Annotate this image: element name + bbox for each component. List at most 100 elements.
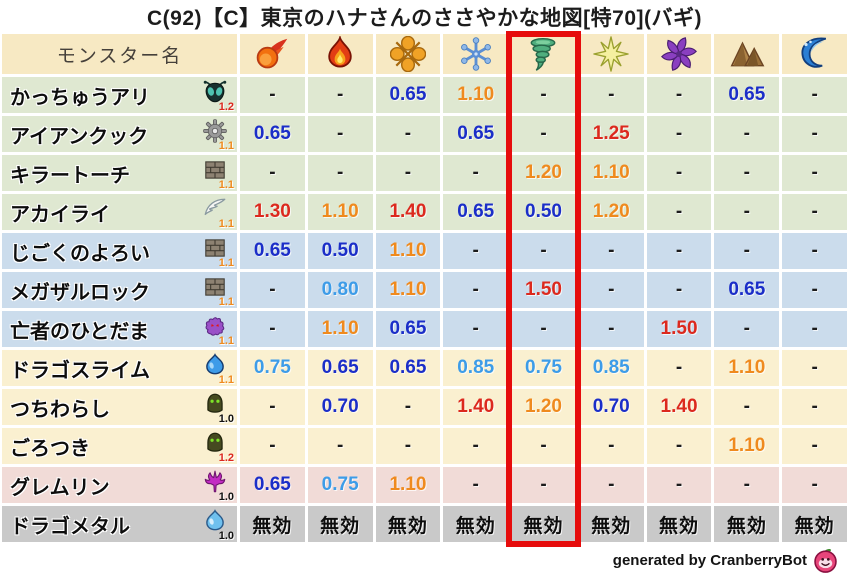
family-modifier: 1.1 xyxy=(218,374,234,386)
family-badge: 1.0 xyxy=(201,390,234,425)
resistance-cell: - xyxy=(646,233,712,269)
monster-row-name: ごろつき 1.2 xyxy=(2,428,237,464)
resistance-cell: 1.10 xyxy=(375,272,441,308)
resistance-cell: 0.50 xyxy=(511,194,576,230)
monster-row-name: アカイライ 1.1 xyxy=(2,194,237,230)
resistance-cell: 1.30 xyxy=(240,194,305,230)
monster-row-name: 亡者のひとだま 1.1 xyxy=(2,311,237,347)
monster-name: かっちゅうアリ xyxy=(10,86,150,109)
resistance-cell: 0.65 xyxy=(240,467,305,503)
resistance-cell: - xyxy=(511,311,576,347)
family-modifier: 1.0 xyxy=(218,530,234,542)
resistance-cell: - xyxy=(511,116,576,152)
element-header-light xyxy=(578,34,644,74)
resistance-cell: 0.65 xyxy=(714,77,780,113)
family-badge: 1.1 xyxy=(201,273,234,308)
monster-row-name: グレムリン 1.0 xyxy=(2,467,237,503)
resistance-cell: 無効 xyxy=(646,506,712,542)
page-title: C(92)【C】東京のハナさんのささやかな地図[特70](バギ) xyxy=(146,7,702,30)
monster-row-name: キラートーチ 1.1 xyxy=(2,155,237,191)
resistance-cell: - xyxy=(714,311,780,347)
family-modifier: 1.1 xyxy=(218,218,234,230)
resistance-cell: - xyxy=(782,428,847,464)
family-badge: 1.1 xyxy=(201,234,234,269)
family-modifier: 1.2 xyxy=(218,101,234,113)
earth-icon xyxy=(729,36,765,72)
family-modifier: 1.0 xyxy=(218,491,234,503)
monster-name: ドラゴスライム xyxy=(10,359,150,382)
family-badge: 1.0 xyxy=(201,468,234,503)
resistance-cell: - xyxy=(240,272,305,308)
ice-icon xyxy=(458,36,494,72)
resistance-cell: 0.85 xyxy=(443,350,509,386)
resistance-cell: 0.65 xyxy=(375,311,441,347)
monster-row-name: ドラゴメタル 1.0 xyxy=(2,506,237,542)
resistance-cell: - xyxy=(782,467,847,503)
resistance-cell: 0.70 xyxy=(307,389,373,425)
family-badge: 1.1 xyxy=(201,312,234,347)
resistance-cell: - xyxy=(782,116,847,152)
resistance-cell: - xyxy=(714,155,780,191)
resistance-cell: - xyxy=(375,389,441,425)
resistance-cell: 1.50 xyxy=(511,272,576,308)
resistance-cell: 無効 xyxy=(307,506,373,542)
element-header-explosion xyxy=(375,34,441,74)
resistance-cell: 0.65 xyxy=(443,116,509,152)
resistance-cell: 0.75 xyxy=(307,467,373,503)
resistance-table: モンスター名 かっちゅうアリ 1.2- -0.65 1.10- - -0.65- アイアンクッ… xyxy=(2,34,847,542)
family-modifier: 1.1 xyxy=(218,257,234,269)
resistance-cell: - xyxy=(646,116,712,152)
resistance-cell: - xyxy=(782,272,847,308)
element-header-ice xyxy=(443,34,509,74)
family-badge: 1.1 xyxy=(201,351,234,386)
element-header-water xyxy=(782,34,847,74)
family-modifier: 1.1 xyxy=(218,335,234,347)
resistance-cell: - xyxy=(511,77,576,113)
resistance-table-wrap: モンスター名 かっちゅうアリ 1.2- -0.65 1.10- - -0.65- アイアンクッ… xyxy=(2,31,847,547)
element-header-wind xyxy=(511,34,576,74)
resistance-cell: 1.10 xyxy=(714,428,780,464)
family-modifier: 1.1 xyxy=(218,179,234,191)
monster-row-name: つちわらし 1.0 xyxy=(2,389,237,425)
footer: generated by CranberryBot xyxy=(0,542,849,578)
wind-icon xyxy=(525,36,561,72)
element-header-dark xyxy=(646,34,712,74)
resistance-cell: - xyxy=(240,77,305,113)
resistance-cell: 0.65 xyxy=(443,194,509,230)
resistance-cell: - xyxy=(714,116,780,152)
resistance-cell: 1.40 xyxy=(646,389,712,425)
resistance-cell: - xyxy=(578,233,644,269)
monster-row-name: アイアンクック 1.1 xyxy=(2,116,237,152)
resistance-cell: - xyxy=(578,311,644,347)
resistance-cell: - xyxy=(646,272,712,308)
resistance-cell: 無効 xyxy=(240,506,305,542)
light-icon xyxy=(593,36,630,72)
dark-icon xyxy=(661,36,698,72)
resistance-cell: 無効 xyxy=(578,506,644,542)
resistance-cell: - xyxy=(714,194,780,230)
resistance-cell: - xyxy=(714,233,780,269)
resistance-cell: - xyxy=(782,77,847,113)
resistance-cell: 0.65 xyxy=(240,116,305,152)
monster-name: アカイライ xyxy=(10,203,110,226)
resistance-cell: 1.10 xyxy=(714,350,780,386)
resistance-cell: - xyxy=(375,428,441,464)
resistance-cell: 1.10 xyxy=(578,155,644,191)
resistance-cell: 無効 xyxy=(714,506,780,542)
family-badge: 1.1 xyxy=(201,117,234,152)
family-badge: 1.2 xyxy=(201,78,234,113)
resistance-cell: 0.80 xyxy=(307,272,373,308)
resistance-cell: 1.10 xyxy=(443,77,509,113)
resistance-cell: 0.85 xyxy=(578,350,644,386)
cranberry-icon xyxy=(812,547,839,574)
monster-row-name: メガザルロック 1.1 xyxy=(2,272,237,308)
element-header-fireball xyxy=(240,34,305,74)
resistance-cell: 1.10 xyxy=(375,233,441,269)
resistance-cell: - xyxy=(511,467,576,503)
resistance-cell: 1.25 xyxy=(578,116,644,152)
family-badge: 1.0 xyxy=(201,507,234,542)
resistance-cell: - xyxy=(511,428,576,464)
monster-name: グレムリン xyxy=(10,476,110,499)
resistance-cell: 無効 xyxy=(375,506,441,542)
resistance-cell: - xyxy=(646,428,712,464)
